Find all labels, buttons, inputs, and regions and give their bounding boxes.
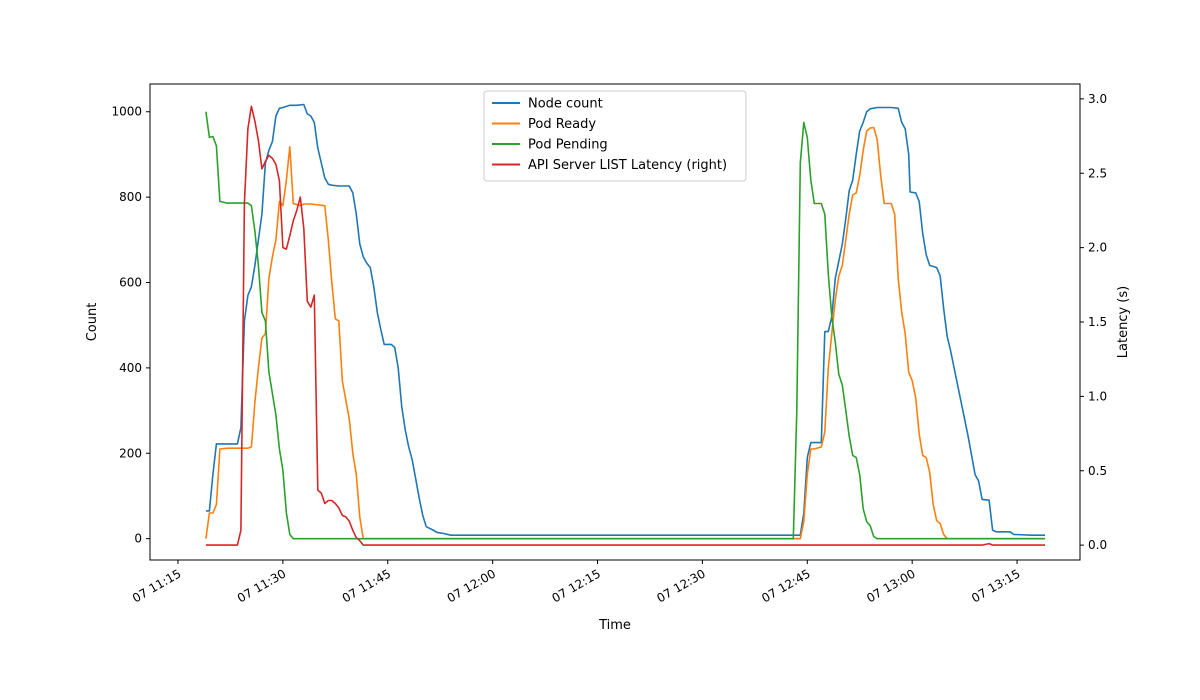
x-axis-label: Time bbox=[598, 618, 631, 633]
y-axis-left: 0 200 400 600 800 1000 bbox=[111, 105, 150, 546]
legend-box bbox=[483, 90, 747, 182]
legend-label-node-count: Node count bbox=[528, 97, 603, 112]
series-line-api-server-list-latency-right bbox=[205, 105, 1045, 546]
series-layer bbox=[205, 103, 1045, 546]
y2-tick-label: 0.5 bbox=[1088, 464, 1107, 478]
y-axis-label: Count bbox=[85, 303, 100, 342]
series-line-node-count bbox=[205, 103, 1045, 536]
legend: Node count Pod Ready Pod Pending API Server… bbox=[483, 90, 747, 182]
legend-label-api-server-list-latency-right: API Server LIST Latency (right) bbox=[528, 158, 727, 173]
legend-label-pod-ready: Pod Ready bbox=[528, 117, 596, 132]
y-tick-label: 600 bbox=[119, 276, 142, 290]
series-line-pod-pending bbox=[205, 111, 1045, 540]
y2-tick-label: 1.5 bbox=[1088, 315, 1107, 329]
y-tick-label: 200 bbox=[119, 446, 142, 460]
y-tick-label: 0 bbox=[134, 532, 142, 546]
series-line-pod-ready bbox=[205, 126, 1045, 540]
y-tick-label: 800 bbox=[119, 190, 142, 204]
y2-tick-label: 1.0 bbox=[1088, 389, 1107, 403]
y2-tick-label: 2.5 bbox=[1088, 166, 1107, 180]
y2-tick-label: 3.0 bbox=[1088, 92, 1107, 106]
y2-tick-label: 0.0 bbox=[1088, 538, 1107, 552]
y-tick-label: 400 bbox=[119, 361, 142, 375]
legend-label-pod-pending: Pod Pending bbox=[528, 138, 608, 153]
y2-tick-label: 2.0 bbox=[1088, 241, 1107, 255]
y-axis-right: 0.0 0.5 1.0 1.5 2.0 2.5 3.0 bbox=[1080, 92, 1107, 552]
y-tick-label: 1000 bbox=[111, 105, 142, 119]
y2-axis-label: Latency (s) bbox=[1116, 286, 1131, 358]
